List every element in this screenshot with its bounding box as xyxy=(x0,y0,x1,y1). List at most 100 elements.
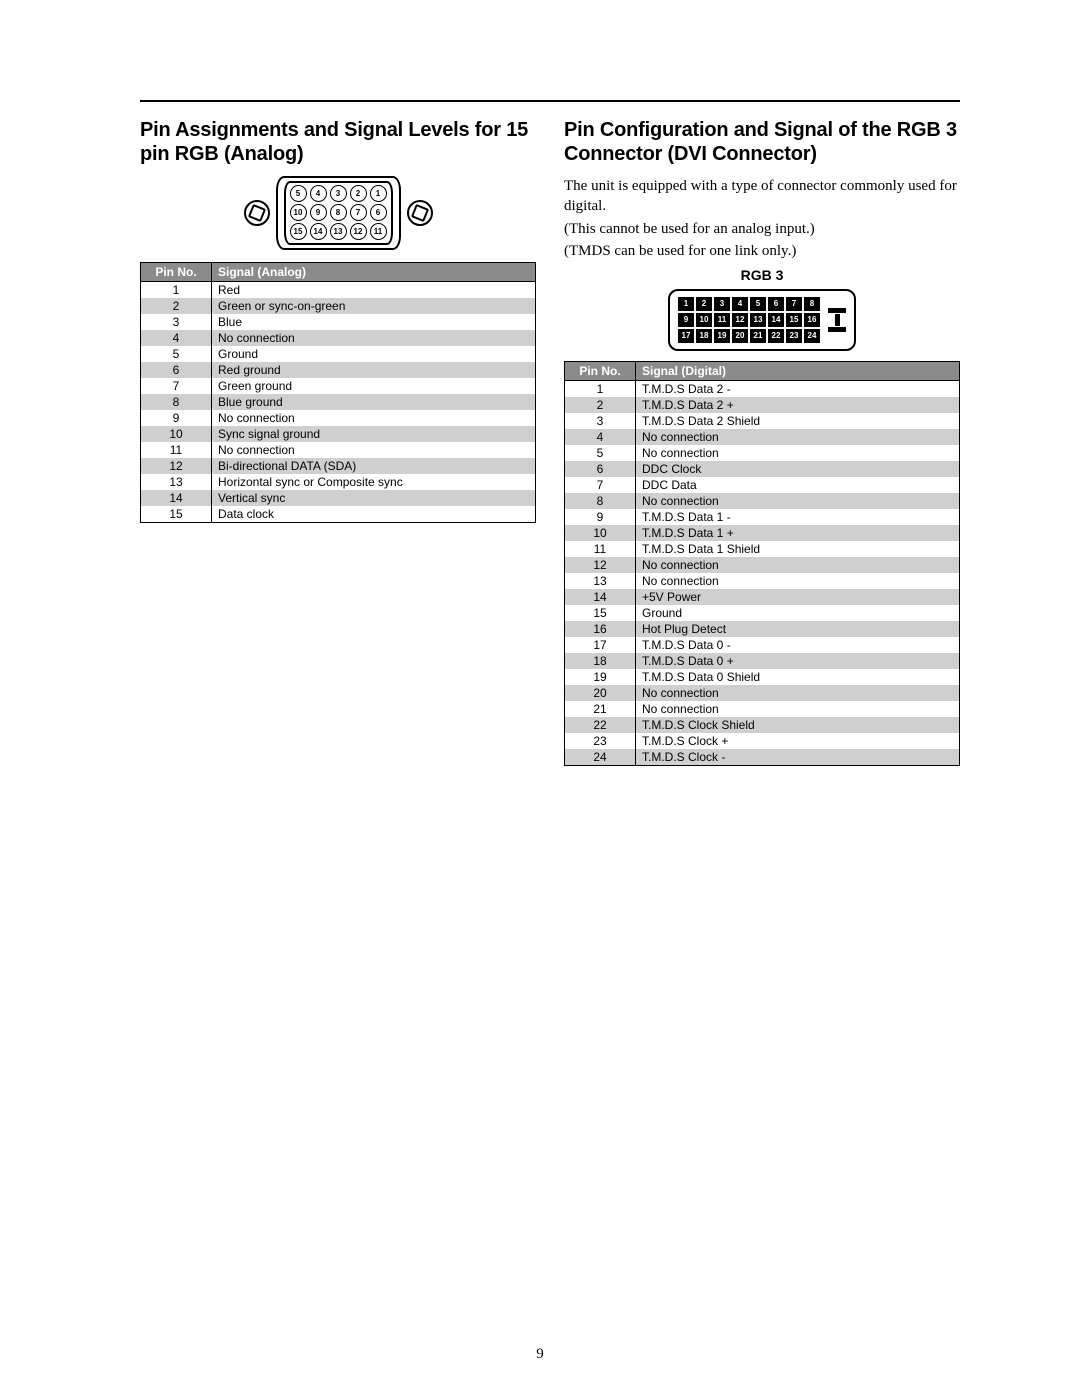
dvi-pin-6: 6 xyxy=(768,297,784,311)
pin-number: 16 xyxy=(565,621,636,637)
pin-number: 8 xyxy=(565,493,636,509)
pin-number: 20 xyxy=(565,685,636,701)
pin-number: 11 xyxy=(141,442,212,458)
pin-signal: Red xyxy=(212,282,536,299)
table-row: 7Green ground xyxy=(141,378,536,394)
dvi-pin-23: 23 xyxy=(786,329,802,343)
pin-number: 23 xyxy=(565,733,636,749)
pin-number: 4 xyxy=(141,330,212,346)
dvi-connector-diagram: 123456789101112131415161718192021222324 xyxy=(564,289,960,351)
dvi-pin-10: 10 xyxy=(696,313,712,327)
table-row: 9No connection xyxy=(141,410,536,426)
pin-signal: DDC Clock xyxy=(636,461,960,477)
pin-signal: No connection xyxy=(636,701,960,717)
pin-signal: No connection xyxy=(636,573,960,589)
right-body-1: The unit is equipped with a type of conn… xyxy=(564,176,960,217)
vga-pin-7: 7 xyxy=(350,204,367,221)
table-row: 2T.M.D.S Data 2 + xyxy=(565,397,960,413)
table-row: 14+5V Power xyxy=(565,589,960,605)
pin-number: 1 xyxy=(141,282,212,299)
table-row: 16Hot Plug Detect xyxy=(565,621,960,637)
table-row: 5Ground xyxy=(141,346,536,362)
left-heading: Pin Assignments and Signal Levels for 15… xyxy=(140,118,536,166)
dvi-pin-24: 24 xyxy=(804,329,820,343)
right-heading: Pin Configuration and Signal of the RGB … xyxy=(564,118,960,166)
pin-signal: Red ground xyxy=(212,362,536,378)
pin-number: 5 xyxy=(565,445,636,461)
pin-number: 24 xyxy=(565,749,636,766)
pin-number: 7 xyxy=(565,477,636,493)
pin-number: 4 xyxy=(565,429,636,445)
table-row: 4No connection xyxy=(141,330,536,346)
dvi-pin-19: 19 xyxy=(714,329,730,343)
pin-signal: No connection xyxy=(636,493,960,509)
table-row: 13No connection xyxy=(565,573,960,589)
pin-number: 12 xyxy=(565,557,636,573)
dvi-pin-16: 16 xyxy=(804,313,820,327)
top-rule xyxy=(140,100,960,102)
analog-th-pin: Pin No. xyxy=(141,263,212,282)
dvi-pin-18: 18 xyxy=(696,329,712,343)
pin-number: 9 xyxy=(565,509,636,525)
vga-screw-left-icon xyxy=(244,200,270,226)
pin-number: 21 xyxy=(565,701,636,717)
pin-number: 3 xyxy=(565,413,636,429)
table-row: 15Ground xyxy=(565,605,960,621)
pin-number: 6 xyxy=(141,362,212,378)
vga-pin-2: 2 xyxy=(350,185,367,202)
digital-th-signal: Signal (Digital) xyxy=(636,362,960,381)
pin-number: 13 xyxy=(141,474,212,490)
two-column-layout: Pin Assignments and Signal Levels for 15… xyxy=(140,118,960,766)
pin-signal: Blue ground xyxy=(212,394,536,410)
vga-pin-11: 11 xyxy=(370,223,387,240)
pin-signal: Blue xyxy=(212,314,536,330)
table-row: 12No connection xyxy=(565,557,960,573)
table-row: 1Red xyxy=(141,282,536,299)
vga-pin-8: 8 xyxy=(330,204,347,221)
pin-signal: T.M.D.S Data 1 - xyxy=(636,509,960,525)
pin-signal: Green ground xyxy=(212,378,536,394)
pin-number: 15 xyxy=(141,506,212,523)
table-row: 5No connection xyxy=(565,445,960,461)
pin-signal: No connection xyxy=(636,445,960,461)
dvi-pin-15: 15 xyxy=(786,313,802,327)
pin-signal: T.M.D.S Data 0 Shield xyxy=(636,669,960,685)
vga-pin-13: 13 xyxy=(330,223,347,240)
dvi-pin-20: 20 xyxy=(732,329,748,343)
pin-signal: Bi-directional DATA (SDA) xyxy=(212,458,536,474)
pin-number: 10 xyxy=(565,525,636,541)
table-row: 12Bi-directional DATA (SDA) xyxy=(141,458,536,474)
analog-th-signal: Signal (Analog) xyxy=(212,263,536,282)
dvi-pin-1: 1 xyxy=(678,297,694,311)
vga-pin-10: 10 xyxy=(290,204,307,221)
pin-signal: Horizontal sync or Composite sync xyxy=(212,474,536,490)
dvi-pin-2: 2 xyxy=(696,297,712,311)
digital-pin-table: Pin No. Signal (Digital) 1T.M.D.S Data 2… xyxy=(564,361,960,766)
table-row: 2Green or sync-on-green xyxy=(141,298,536,314)
table-row: 4No connection xyxy=(565,429,960,445)
right-body-2: (This cannot be used for an analog input… xyxy=(564,219,960,239)
vga-pin-3: 3 xyxy=(330,185,347,202)
pin-signal: Ground xyxy=(636,605,960,621)
dvi-pin-13: 13 xyxy=(750,313,766,327)
pin-number: 5 xyxy=(141,346,212,362)
pin-signal: Green or sync-on-green xyxy=(212,298,536,314)
vga-pin-15: 15 xyxy=(290,223,307,240)
pin-number: 12 xyxy=(141,458,212,474)
pin-signal: No connection xyxy=(636,685,960,701)
pin-number: 2 xyxy=(141,298,212,314)
dvi-pin-12: 12 xyxy=(732,313,748,327)
table-row: 8No connection xyxy=(565,493,960,509)
table-row: 9T.M.D.S Data 1 - xyxy=(565,509,960,525)
table-row: 24T.M.D.S Clock - xyxy=(565,749,960,766)
pin-number: 17 xyxy=(565,637,636,653)
digital-th-pin: Pin No. xyxy=(565,362,636,381)
pin-number: 10 xyxy=(141,426,212,442)
table-row: 6Red ground xyxy=(141,362,536,378)
pin-signal: Sync signal ground xyxy=(212,426,536,442)
pin-signal: +5V Power xyxy=(636,589,960,605)
pin-signal: T.M.D.S Data 2 - xyxy=(636,381,960,398)
table-row: 19T.M.D.S Data 0 Shield xyxy=(565,669,960,685)
dvi-pin-17: 17 xyxy=(678,329,694,343)
dvi-pin-11: 11 xyxy=(714,313,730,327)
